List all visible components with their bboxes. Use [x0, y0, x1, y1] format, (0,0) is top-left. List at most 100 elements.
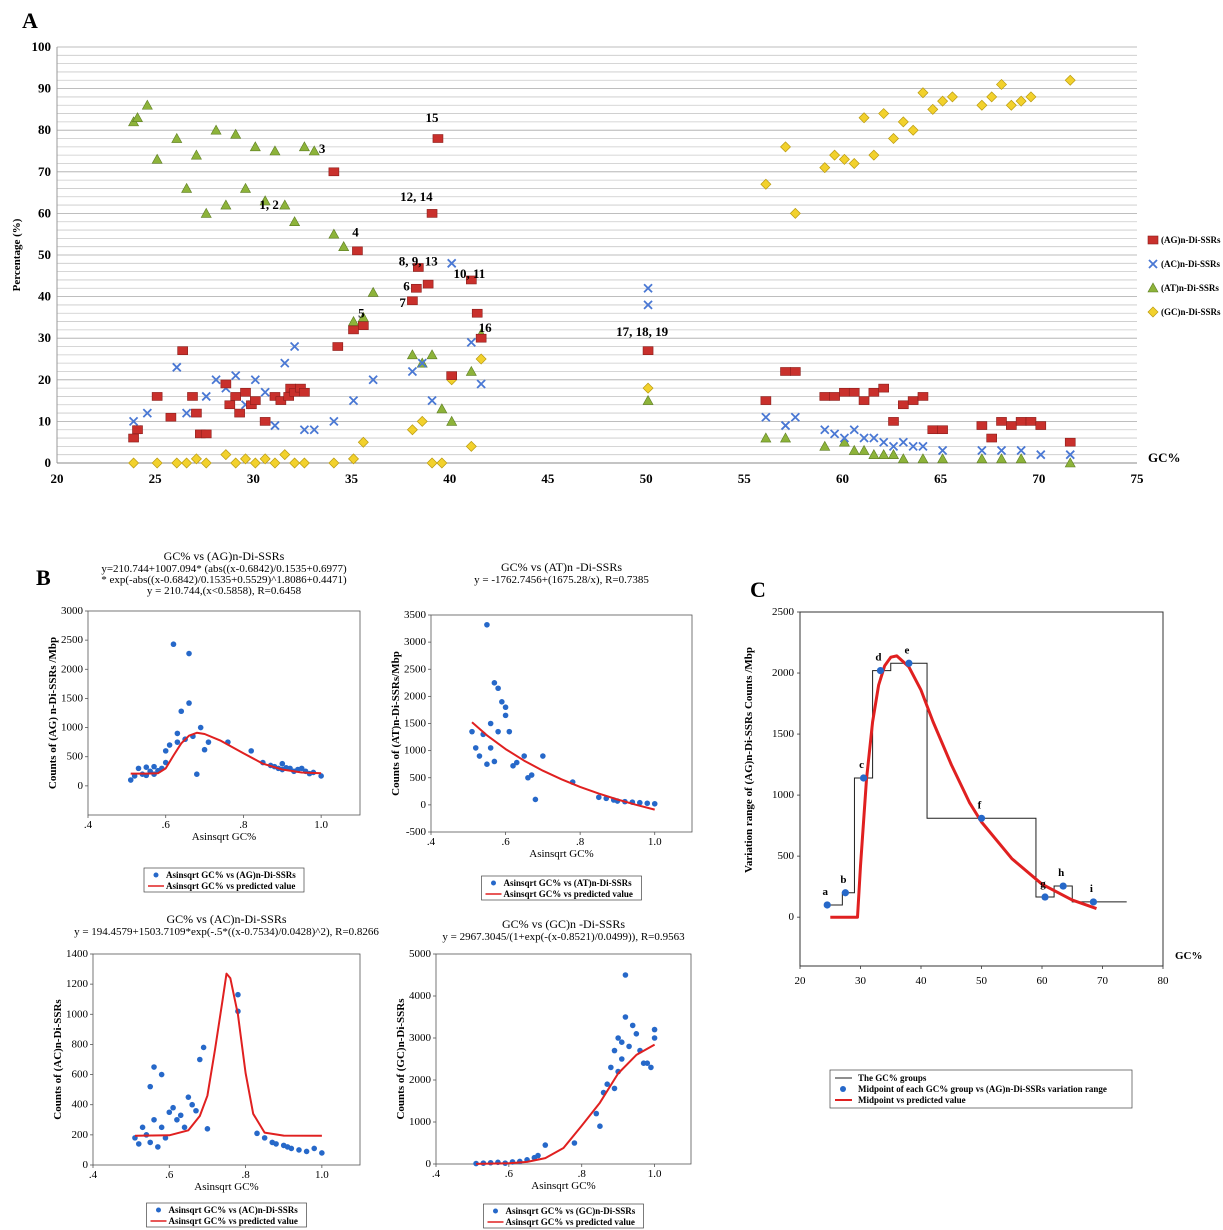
annotation-label: 8, 9, 13 [399, 253, 439, 268]
data-point [204, 1126, 211, 1132]
x-tick-label: .4 [84, 819, 93, 831]
data-point [299, 387, 310, 397]
data-point [995, 453, 1008, 464]
x-tick-label: 65 [934, 471, 948, 486]
data-point [151, 153, 163, 164]
data-point [622, 1014, 629, 1020]
data-point [309, 425, 319, 435]
data-point [839, 433, 850, 443]
data-point [868, 149, 880, 161]
data-point [597, 1123, 603, 1129]
data-point [626, 1043, 632, 1050]
x-axis-label: Asinsqrt GC% [531, 1180, 595, 1192]
data-point [917, 87, 929, 99]
data-point [259, 195, 271, 206]
data-point [571, 1140, 578, 1146]
x-axis-label: Asinsqrt GC% [192, 831, 256, 843]
data-point [143, 764, 150, 771]
x-tick-label: .6 [501, 836, 510, 848]
data-point [162, 748, 169, 754]
data-point [289, 341, 300, 352]
data-point [937, 453, 949, 464]
data-point [166, 1109, 173, 1116]
legend-marker [156, 1207, 161, 1213]
data-point [897, 116, 909, 128]
group-label: a [822, 886, 828, 898]
legend-label: (AG)n-Di-SSRs [1161, 235, 1221, 245]
equation-line: y = -1762.7456+(1675.28/x), R=0.7385 [474, 574, 649, 586]
data-point [644, 1060, 651, 1066]
annotation-label: 16 [479, 320, 493, 335]
y-tick-label: 50 [38, 247, 51, 262]
data-point [298, 457, 310, 469]
data-point [197, 724, 204, 731]
group-label: c [859, 759, 864, 771]
data-point [1036, 450, 1046, 460]
data-point [858, 396, 870, 405]
chart-title: GC% vs (AC)n-Di-SSRs [166, 912, 286, 926]
data-point [466, 275, 477, 285]
data-point [338, 241, 350, 251]
data-point [155, 1144, 161, 1150]
data-point [205, 739, 212, 745]
x-tick-label: .8 [576, 836, 585, 848]
data-point [407, 366, 418, 377]
x-tick-label: 80 [1158, 975, 1170, 987]
annotation-label: 4 [352, 224, 359, 239]
data-point [819, 440, 831, 451]
midpoint-point [841, 889, 849, 897]
y-tick-label: 1500 [61, 692, 84, 704]
data-point [789, 207, 801, 219]
y-tick-label: 2000 [409, 1074, 432, 1086]
data-point [476, 379, 486, 389]
data-point [760, 178, 772, 190]
data-point [651, 800, 658, 807]
data-point [367, 286, 379, 297]
legend-label: Asinsqrt GC% vs predicted value [506, 1217, 635, 1227]
x-tick-label: 25 [149, 471, 163, 486]
chart-title: GC% vs (AT)n -Di-SSRs [501, 560, 622, 574]
y-tick-label: 1500 [404, 718, 427, 730]
data-point [162, 759, 169, 766]
data-point [760, 396, 772, 405]
data-point [1065, 450, 1075, 460]
midpoint-point [876, 666, 885, 675]
data-point [499, 699, 505, 705]
data-point [917, 392, 929, 401]
legend-marker [1147, 306, 1159, 318]
data-point [174, 730, 181, 737]
data-point [908, 441, 918, 451]
chart-c-variation-range: 0 500 1000 1500 2000 2500 20 30 40 50 60 70 80 GC% Var… [743, 606, 1203, 1109]
annotation-label: 15 [426, 110, 440, 125]
midpoint-point [823, 901, 831, 909]
midpoint-point [977, 814, 986, 822]
data-point [918, 441, 928, 451]
data-point [1015, 417, 1027, 426]
panel-label-a: A [22, 8, 38, 33]
data-point [249, 141, 261, 152]
y-tick-label: 2500 [772, 606, 795, 618]
data-point [311, 1145, 318, 1152]
data-point [868, 449, 880, 459]
data-point [269, 457, 281, 469]
data-point [259, 453, 271, 465]
data-point [780, 420, 791, 431]
data-point [1064, 457, 1076, 468]
data-point [819, 392, 831, 401]
x-tick-label: 60 [836, 471, 849, 486]
data-point [848, 157, 860, 169]
data-point [848, 444, 860, 455]
data-point [1015, 453, 1027, 464]
y-tick-label: 2000 [404, 690, 427, 702]
data-point [502, 712, 509, 719]
equation-line: y = 2967.3045/(1+exp(-(x-0.8521)/0.0499)… [442, 931, 685, 943]
data-point [1015, 95, 1027, 107]
legend-marker [1147, 282, 1159, 293]
data-point [269, 145, 281, 156]
y-tick-label: 3000 [409, 1032, 432, 1044]
legend-box [481, 875, 642, 901]
data-point [147, 1139, 154, 1146]
data-point [858, 444, 870, 455]
